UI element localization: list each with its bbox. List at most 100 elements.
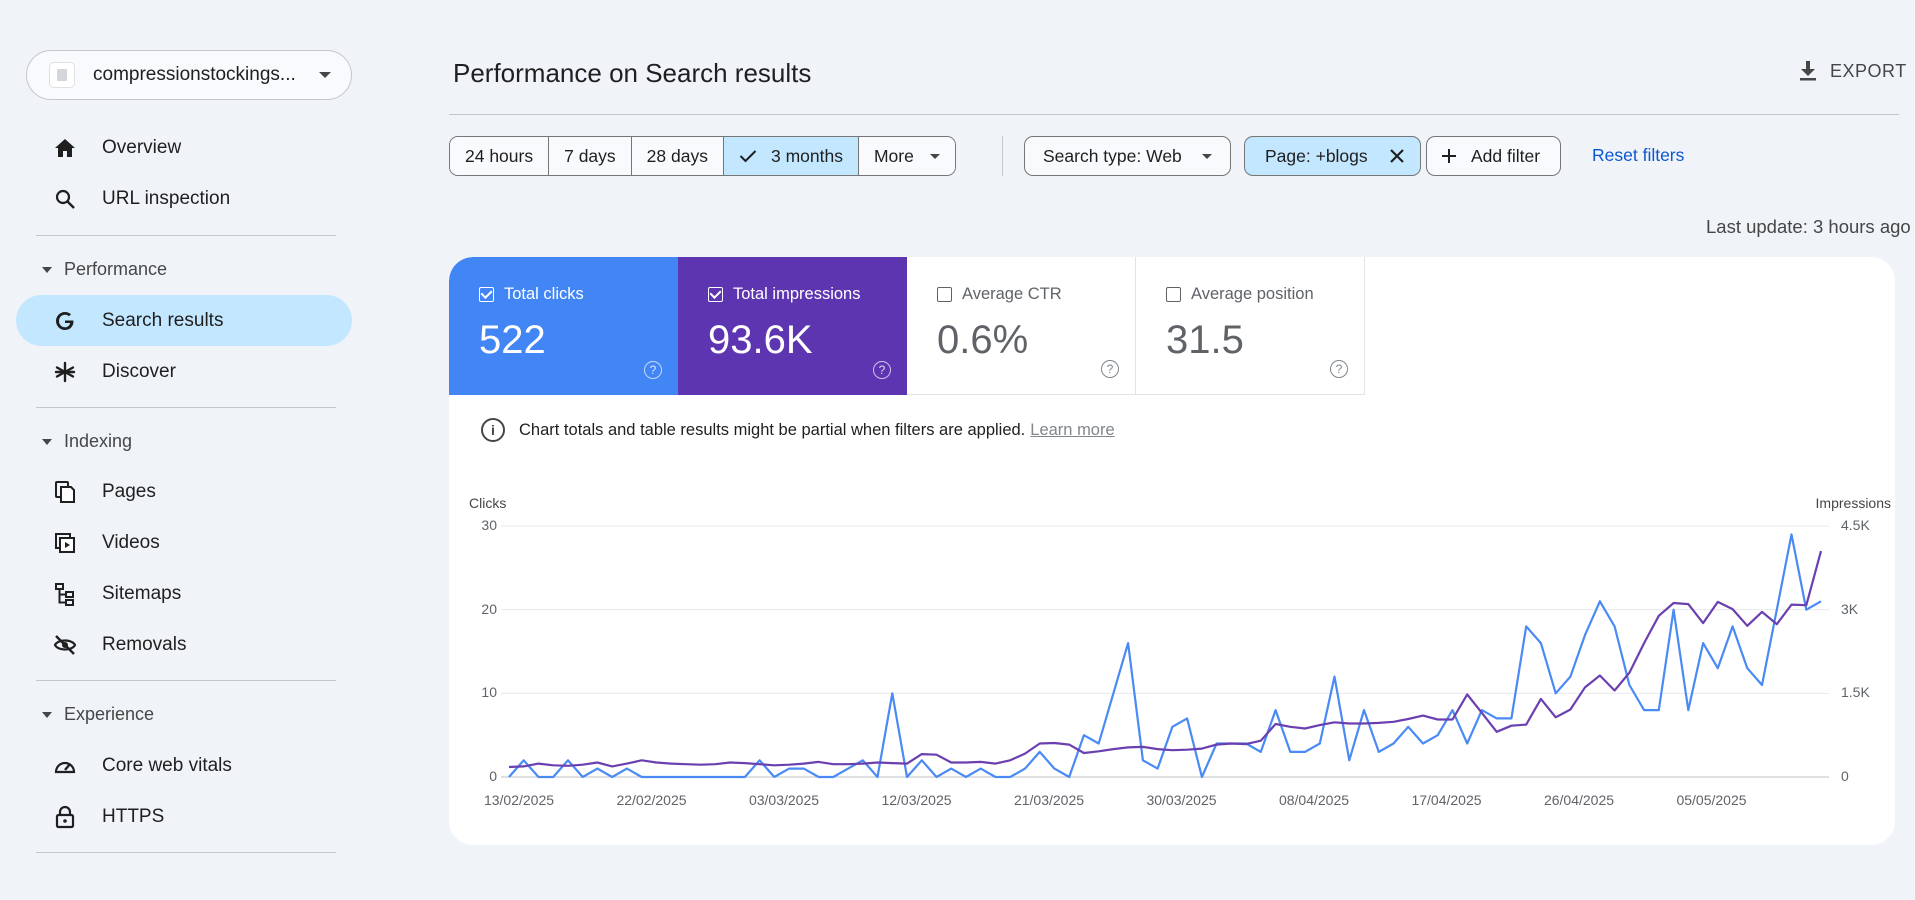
x-tick-label: 03/03/2025 xyxy=(748,792,820,808)
asterisk-icon xyxy=(50,360,80,384)
range-label: 3 months xyxy=(770,145,843,166)
google-g-icon xyxy=(50,309,80,333)
metric-total-impressions[interactable]: Total impressions 93.6K ? xyxy=(678,257,907,395)
export-button[interactable]: EXPORT xyxy=(1798,60,1907,82)
dropdown-caret-icon xyxy=(319,72,331,78)
learn-more-link[interactable]: Learn more xyxy=(1030,420,1115,439)
checkmark-icon xyxy=(739,150,757,163)
metric-value: 522 xyxy=(479,318,546,362)
sidebar-item-overview[interactable]: Overview xyxy=(16,122,352,173)
range-more[interactable]: More xyxy=(858,137,955,175)
x-tick-label: 17/04/2025 xyxy=(1411,792,1482,808)
range-label: 24 hours xyxy=(465,145,534,166)
sidebar-item-label: Core web vitals xyxy=(102,754,232,776)
chip-label: Search type: Web xyxy=(1043,145,1182,166)
sidebar-item-pages[interactable]: Pages xyxy=(16,466,352,517)
metric-average-position[interactable]: Average position 31.5 ? xyxy=(1136,257,1365,395)
sidebar-item-label: Pages xyxy=(102,480,156,502)
sidebar-item-label: HTTPS xyxy=(102,805,165,827)
metric-value: 0.6% xyxy=(937,318,1029,362)
collapse-caret-icon xyxy=(42,266,52,273)
checkbox-icon[interactable] xyxy=(937,287,952,302)
section-indexing[interactable]: Indexing xyxy=(42,431,132,452)
x-tick-label: 13/02/2025 xyxy=(483,792,555,808)
section-label: Experience xyxy=(64,704,155,724)
search-icon xyxy=(50,187,80,211)
metric-label: Average position xyxy=(1191,285,1314,303)
section-experience[interactable]: Experience xyxy=(42,704,154,725)
metric-label: Total clicks xyxy=(504,285,584,303)
sidebar-item-https[interactable]: HTTPS xyxy=(16,791,352,842)
sidebar-item-sitemaps[interactable]: Sitemaps xyxy=(16,568,352,619)
sidebar-item-label: URL inspection xyxy=(102,187,231,209)
sidebar-item-label: Overview xyxy=(102,136,182,158)
close-icon[interactable] xyxy=(1389,149,1404,163)
left-tick-label: 10 xyxy=(481,684,497,701)
sidebar-divider xyxy=(36,235,336,236)
sidebar-item-label: Videos xyxy=(102,531,160,553)
range-7-days[interactable]: 7 days xyxy=(549,137,632,175)
help-icon[interactable]: ? xyxy=(1330,360,1348,378)
collapse-caret-icon xyxy=(42,711,52,718)
sidebar-item-search-results[interactable]: Search results xyxy=(16,295,352,346)
range-label: 28 days xyxy=(646,145,708,166)
x-tick-label: 22/02/2025 xyxy=(616,792,687,808)
help-icon[interactable]: ? xyxy=(644,361,662,379)
performance-card: Total clicks 522 ? Total impressions 93.… xyxy=(449,257,1895,845)
section-performance[interactable]: Performance xyxy=(42,259,167,280)
sidebar-item-videos[interactable]: Videos xyxy=(16,517,352,568)
metric-total-clicks[interactable]: Total clicks 522 ? xyxy=(449,257,678,395)
sitemap-icon xyxy=(50,582,80,606)
visibility-off-icon xyxy=(50,633,80,657)
metric-value: 31.5 xyxy=(1166,318,1244,362)
x-tick-label: 30/03/2025 xyxy=(1146,792,1217,808)
x-tick-label: 26/04/2025 xyxy=(1543,792,1615,808)
range-28-days[interactable]: 28 days xyxy=(631,137,724,175)
range-24-hours[interactable]: 24 hours xyxy=(450,137,550,175)
right-tick-label: 3K xyxy=(1841,600,1859,617)
search-type-filter[interactable]: Search type: Web xyxy=(1024,136,1231,176)
site-favicon-icon xyxy=(49,62,75,88)
collapse-caret-icon xyxy=(42,438,52,445)
metric-label: Average CTR xyxy=(962,285,1062,303)
metric-average-ctr[interactable]: Average CTR 0.6% ? xyxy=(907,257,1136,395)
help-icon[interactable]: ? xyxy=(1101,360,1119,378)
left-tick-label: 20 xyxy=(481,600,497,617)
info-text: Chart totals and table results might be … xyxy=(519,420,1026,439)
lock-icon xyxy=(50,805,80,829)
sidebar-item-label: Sitemaps xyxy=(102,582,182,604)
help-icon[interactable]: ? xyxy=(873,361,891,379)
range-3-months[interactable]: 3 months xyxy=(723,137,859,175)
clicks-series-line xyxy=(508,533,1822,779)
sidebar-item-removals[interactable]: Removals xyxy=(16,619,352,670)
checkbox-icon[interactable] xyxy=(479,287,494,302)
x-tick-label: 12/03/2025 xyxy=(881,792,952,808)
x-tick-label: 05/05/2025 xyxy=(1676,792,1747,808)
sidebar-divider xyxy=(36,852,336,853)
x-tick-label: 08/04/2025 xyxy=(1278,792,1350,808)
plus-icon xyxy=(1442,149,1456,163)
checkbox-icon[interactable] xyxy=(1166,287,1181,302)
sidebar-item-url-inspection[interactable]: URL inspection xyxy=(16,173,352,224)
filter-info-notice: i Chart totals and table results might b… xyxy=(481,418,1115,442)
property-selector[interactable]: compressionstockings... xyxy=(26,50,352,100)
header-divider xyxy=(449,114,1899,115)
left-axis-title: Clicks xyxy=(469,495,507,511)
date-range-selector: 24 hours 7 days 28 days 3 months More xyxy=(449,136,956,176)
sidebar-item-discover[interactable]: Discover xyxy=(16,346,352,397)
reset-filters-link[interactable]: Reset filters xyxy=(1592,145,1685,165)
left-tick-label: 30 xyxy=(481,517,497,533)
property-name: compressionstockings... xyxy=(93,64,296,85)
range-label: More xyxy=(873,145,914,166)
sidebar-item-label: Search results xyxy=(102,309,224,331)
speedometer-icon xyxy=(50,754,80,778)
page-filter-chip[interactable]: Page: +blogs xyxy=(1244,136,1421,176)
download-icon xyxy=(1800,61,1816,81)
sidebar-divider xyxy=(36,680,336,681)
right-tick-label: 1.5K xyxy=(1841,684,1870,701)
add-filter-button[interactable]: Add filter xyxy=(1426,136,1562,176)
sidebar-item-core-web-vitals[interactable]: Core web vitals xyxy=(16,740,352,791)
checkbox-icon[interactable] xyxy=(708,287,723,302)
right-tick-label: 4.5K xyxy=(1841,517,1870,533)
left-tick-label: 0 xyxy=(489,768,497,784)
